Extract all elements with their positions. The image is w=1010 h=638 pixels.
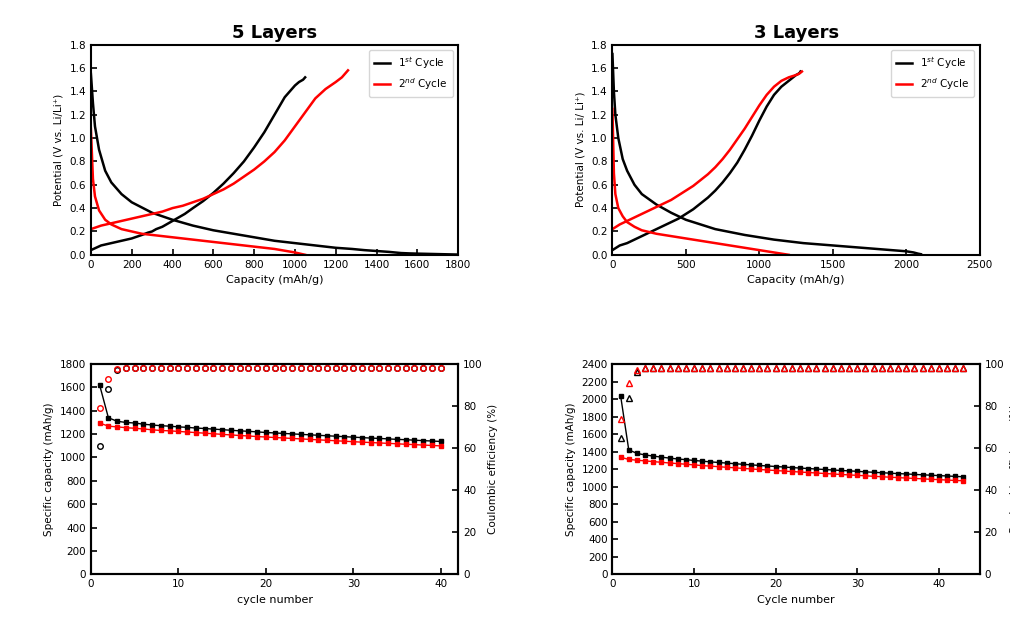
- Y-axis label: Potential (V vs. Li/Li⁺): Potential (V vs. Li/Li⁺): [54, 94, 64, 206]
- X-axis label: Capacity (mAh/g): Capacity (mAh/g): [226, 275, 323, 285]
- Y-axis label: Potential (V vs. Li/ Li⁺): Potential (V vs. Li/ Li⁺): [576, 92, 586, 207]
- X-axis label: Capacity (mAh/g): Capacity (mAh/g): [747, 275, 844, 285]
- Y-axis label: Coulombic efficiency (%): Coulombic efficiency (%): [488, 404, 498, 534]
- Y-axis label: Specific capacity (mAh/g): Specific capacity (mAh/g): [44, 403, 55, 536]
- Title: 5 Layers: 5 Layers: [232, 24, 317, 41]
- Title: 3 Layers: 3 Layers: [753, 24, 838, 41]
- Legend: 1$^{st}$ Cycle, 2$^{nd}$ Cycle: 1$^{st}$ Cycle, 2$^{nd}$ Cycle: [370, 50, 452, 97]
- Legend: 1$^{st}$ Cycle, 2$^{nd}$ Cycle: 1$^{st}$ Cycle, 2$^{nd}$ Cycle: [891, 50, 975, 97]
- X-axis label: cycle number: cycle number: [236, 595, 312, 605]
- X-axis label: Cycle number: Cycle number: [758, 595, 835, 605]
- Y-axis label: Specific capacity (mAh/g): Specific capacity (mAh/g): [566, 403, 576, 536]
